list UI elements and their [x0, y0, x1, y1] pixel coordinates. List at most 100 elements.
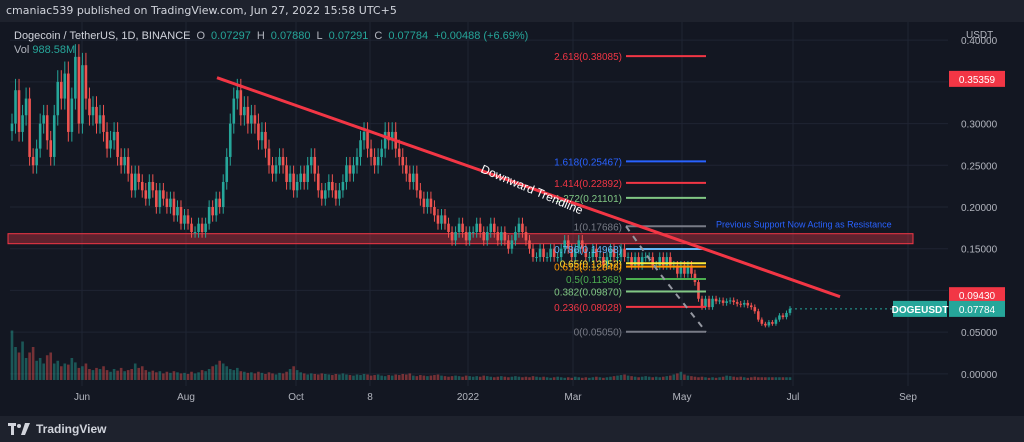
candle-body	[676, 265, 679, 274]
volume-bar	[246, 372, 250, 380]
volume-bar	[788, 377, 792, 380]
volume-bar	[542, 376, 545, 380]
volume-bar	[338, 374, 341, 380]
fib-level-label: 0(0.05050)	[574, 328, 622, 339]
candle-body	[429, 198, 433, 207]
volume-bar	[35, 360, 38, 380]
candle-body	[257, 123, 260, 141]
candle-body	[454, 232, 457, 241]
candle-body	[426, 198, 429, 207]
volume-bar	[573, 376, 577, 380]
candle-body	[243, 106, 246, 116]
volume-bar	[718, 377, 721, 380]
volume-bar	[563, 377, 566, 380]
candle-body	[183, 215, 186, 224]
volume-bar	[524, 376, 528, 380]
candle-body	[623, 248, 626, 258]
candle-body	[559, 248, 563, 258]
volume-bar	[225, 366, 229, 380]
candle-body	[21, 115, 24, 132]
price-chart[interactable]: Previous Support Now Acting as Resistanc…	[0, 22, 1024, 416]
volume-bar	[397, 375, 401, 380]
volume-bar	[475, 376, 478, 380]
candle-body	[475, 223, 478, 233]
candles	[10, 44, 792, 328]
volume-bar	[746, 377, 750, 380]
candle-body	[186, 215, 190, 224]
candle-body	[707, 298, 711, 308]
candle-body	[661, 257, 665, 266]
x-tick-label: Sep	[899, 392, 917, 403]
candle-body	[531, 248, 535, 258]
price-badge	[949, 287, 1005, 304]
candle-body	[478, 223, 482, 233]
candle-body	[697, 282, 700, 299]
candle-body	[59, 81, 63, 99]
volume-bar	[507, 377, 510, 380]
resistance-zone: Previous Support Now Acting as Resistanc…	[7, 220, 914, 245]
candle-body	[721, 300, 725, 303]
candle-body	[753, 307, 757, 312]
downward-trendline	[216, 76, 841, 299]
volume-label: Vol	[14, 44, 30, 56]
candle-body	[482, 232, 486, 241]
candle-body	[619, 248, 623, 258]
volume-bar	[130, 369, 133, 380]
x-tick-label: 2022	[457, 392, 480, 403]
candle-body	[447, 223, 450, 233]
candle-body	[207, 207, 211, 224]
open-value: 0.07297	[211, 30, 251, 42]
volume-bar	[105, 370, 109, 380]
candle-body	[669, 257, 672, 266]
fib-level-label: 0.5(0.11368)	[566, 275, 622, 286]
volume-bar	[640, 376, 644, 380]
candle-body	[665, 257, 669, 266]
candle-body	[77, 56, 81, 124]
y-tick-label: 0.20000	[961, 203, 998, 214]
volume-bar	[630, 376, 633, 380]
volume-bar	[45, 355, 49, 380]
volume-bar	[623, 374, 626, 380]
volume-bar	[28, 352, 31, 380]
volume-bar	[24, 358, 28, 380]
volume-bar	[366, 374, 369, 380]
candle-body	[517, 223, 521, 233]
price-scale-label: USDT	[966, 30, 993, 41]
candle-body	[116, 131, 119, 157]
price-axis: USDT0.400000.350000.300000.250000.200000…	[790, 30, 1005, 381]
volume-bar	[112, 369, 116, 380]
candle-body	[556, 257, 559, 259]
volume-bar	[535, 376, 538, 380]
candle-body	[771, 322, 774, 324]
volume-bar	[74, 362, 77, 380]
candle-body	[313, 156, 317, 174]
candle-body	[95, 106, 98, 124]
candle-body	[612, 248, 616, 258]
volume-bar	[257, 371, 260, 380]
volume-bar	[412, 375, 415, 380]
candle-body	[341, 181, 345, 191]
resistance-label: Previous Support Now Acting as Resistanc…	[716, 220, 892, 230]
volume-bar	[693, 376, 697, 380]
volume-bar	[559, 377, 563, 380]
tradingview-logo[interactable]: TradingView	[8, 422, 106, 436]
volume-bar	[749, 377, 753, 380]
volume-bar	[669, 375, 672, 380]
open-label: O	[196, 30, 206, 42]
volume-bar	[221, 363, 225, 380]
candle-body	[31, 156, 35, 166]
candle-body	[105, 131, 109, 149]
volume-bar	[204, 371, 207, 380]
volume-bar	[352, 375, 355, 380]
volume-bar	[686, 375, 690, 380]
candle-body	[746, 302, 750, 306]
candle-body	[123, 156, 126, 166]
volume-bar	[155, 372, 158, 380]
volume-bar	[285, 371, 288, 380]
fib-level-label: 1.272(0.21101)	[555, 194, 622, 205]
candle-body	[422, 198, 426, 207]
candle-body	[137, 173, 141, 182]
candle-body	[573, 248, 577, 258]
candle-body	[109, 140, 112, 149]
candle-body	[366, 131, 369, 149]
